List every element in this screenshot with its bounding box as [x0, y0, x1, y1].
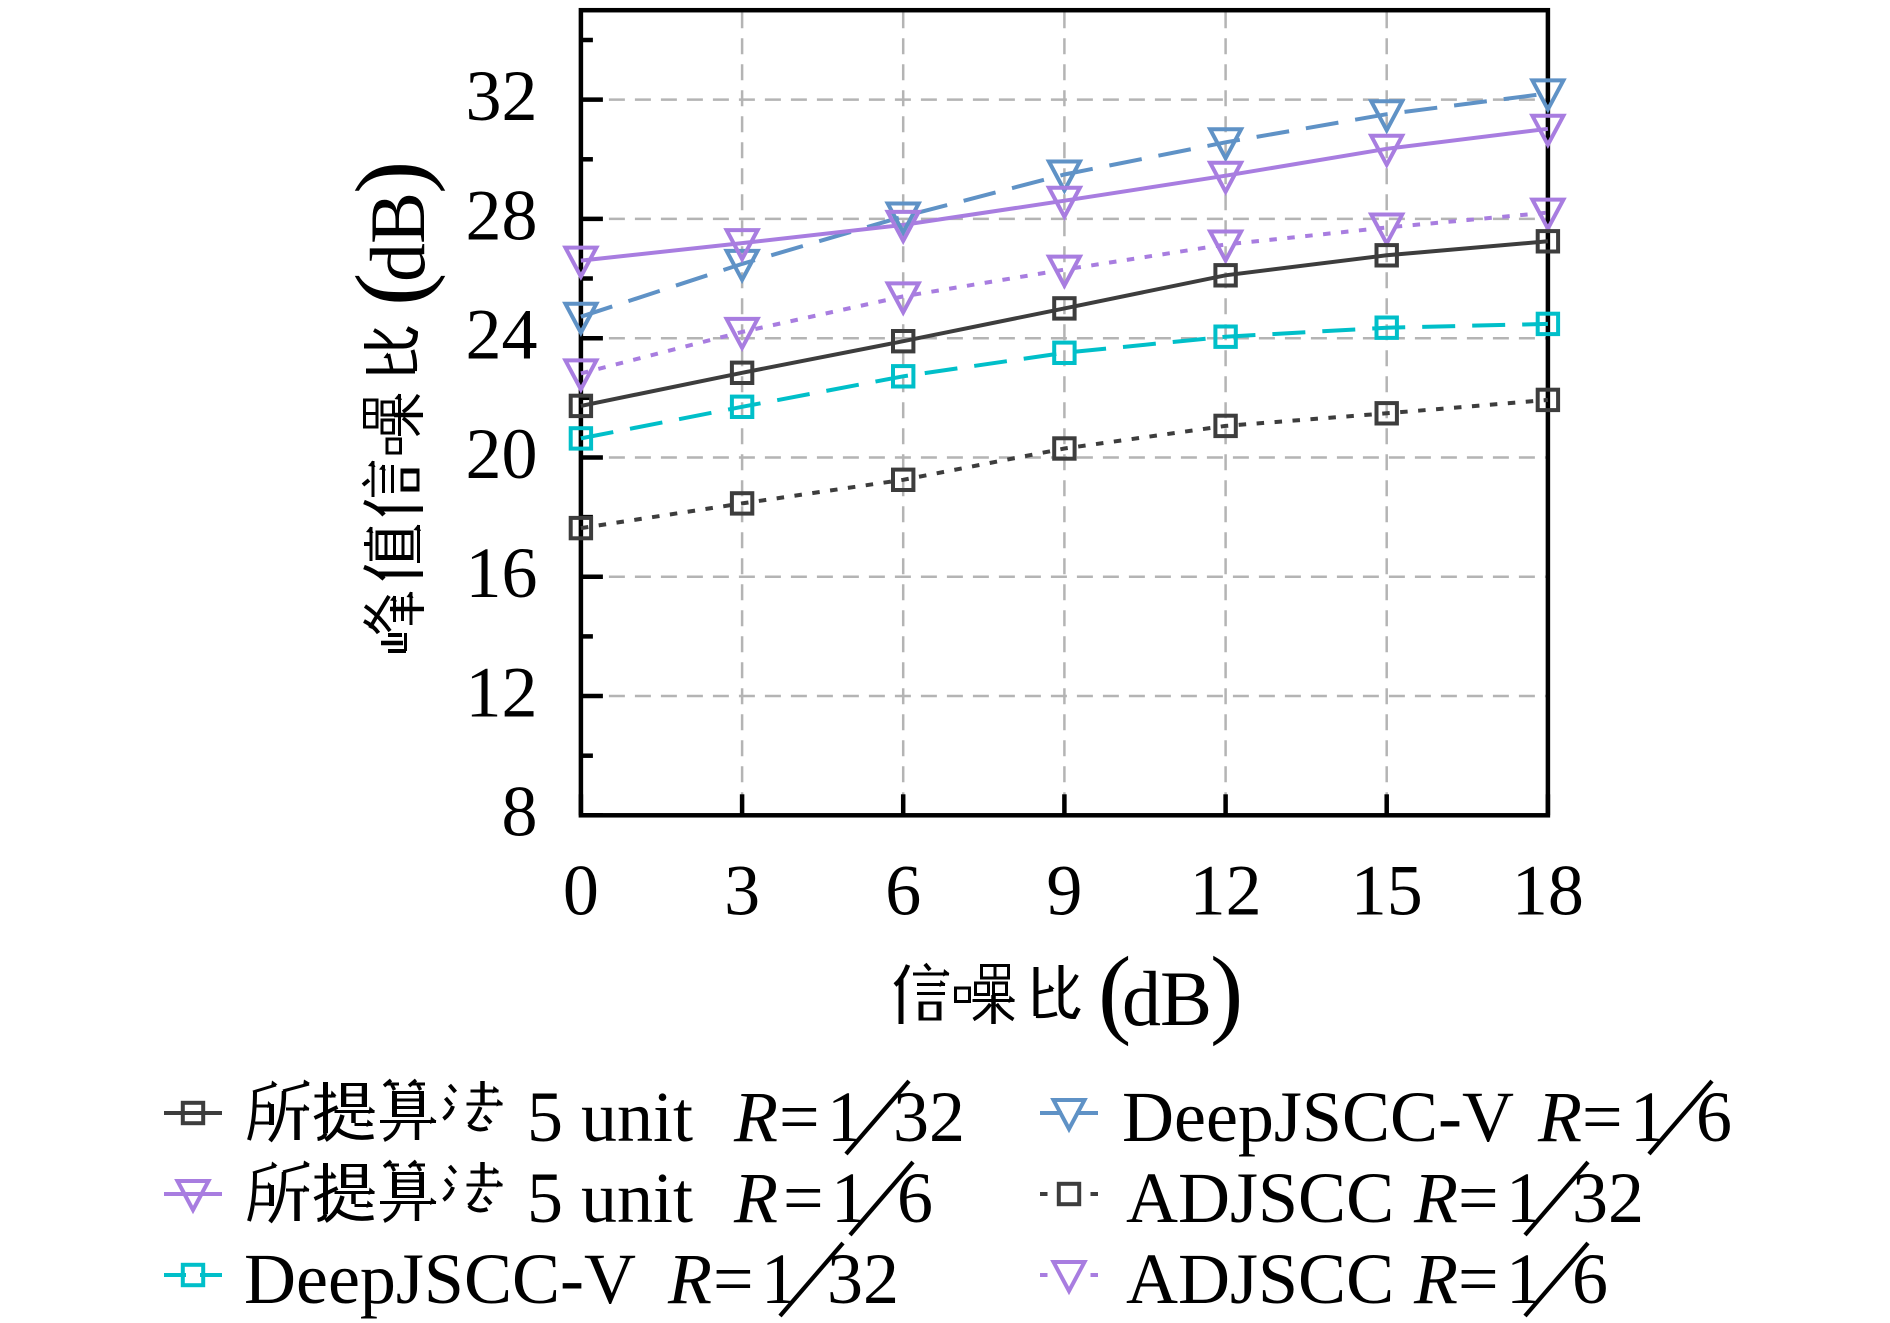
svg-text:15: 15 [1351, 851, 1423, 931]
svg-text:6: 6 [1572, 1239, 1608, 1319]
svg-text:16: 16 [466, 533, 538, 613]
svg-text:32: 32 [466, 56, 538, 136]
svg-text:5 unit: 5 unit [527, 1158, 693, 1238]
svg-text:R: R [1413, 1158, 1458, 1238]
svg-text:9: 9 [1046, 851, 1082, 931]
svg-text:6: 6 [1696, 1077, 1732, 1157]
svg-text:1: 1 [761, 1239, 797, 1319]
svg-text:R: R [1413, 1239, 1458, 1319]
svg-text:DeepJSCC-V: DeepJSCC-V [244, 1239, 636, 1319]
svg-text:): ) [1210, 936, 1243, 1047]
svg-text:1: 1 [827, 1077, 863, 1157]
svg-text:1: 1 [1506, 1158, 1542, 1238]
svg-text:1: 1 [1630, 1077, 1666, 1157]
svg-text:24: 24 [466, 295, 538, 375]
svg-text:6: 6 [885, 851, 921, 931]
svg-text:12: 12 [466, 652, 538, 732]
svg-text:): ) [335, 161, 446, 194]
svg-text:ADJSCC: ADJSCC [1126, 1158, 1394, 1238]
svg-text:B: B [1160, 955, 1212, 1042]
svg-text:(: ( [335, 273, 446, 306]
svg-text:=: = [1458, 1239, 1499, 1319]
svg-text:=: = [1582, 1077, 1623, 1157]
svg-text:DeepJSCC-V: DeepJSCC-V [1122, 1077, 1514, 1157]
svg-text:0: 0 [563, 851, 599, 931]
svg-text:1: 1 [1506, 1239, 1542, 1319]
svg-text:B: B [354, 192, 441, 244]
svg-text:32: 32 [1572, 1158, 1644, 1238]
svg-text:5 unit: 5 unit [527, 1077, 693, 1157]
svg-text:R: R [733, 1077, 778, 1157]
svg-text:3: 3 [724, 851, 760, 931]
svg-text:(: ( [1098, 936, 1131, 1047]
svg-text:ADJSCC: ADJSCC [1126, 1239, 1394, 1319]
svg-text:R: R [667, 1239, 712, 1319]
svg-text:=: = [1458, 1158, 1499, 1238]
svg-text:18: 18 [1512, 851, 1584, 931]
svg-text:8: 8 [502, 772, 538, 852]
svg-text:d: d [1122, 955, 1161, 1042]
svg-text:1: 1 [831, 1158, 867, 1238]
svg-text:R: R [733, 1158, 778, 1238]
svg-text:d: d [354, 243, 441, 282]
svg-text:R: R [1537, 1077, 1582, 1157]
svg-text:20: 20 [466, 414, 538, 494]
svg-text:=: = [783, 1158, 824, 1238]
svg-text:=: = [713, 1239, 754, 1319]
svg-text:28: 28 [466, 175, 538, 255]
svg-text:32: 32 [893, 1077, 965, 1157]
svg-text:=: = [779, 1077, 820, 1157]
svg-text:32: 32 [827, 1239, 899, 1319]
svg-text:12: 12 [1190, 851, 1262, 931]
svg-text:6: 6 [897, 1158, 933, 1238]
